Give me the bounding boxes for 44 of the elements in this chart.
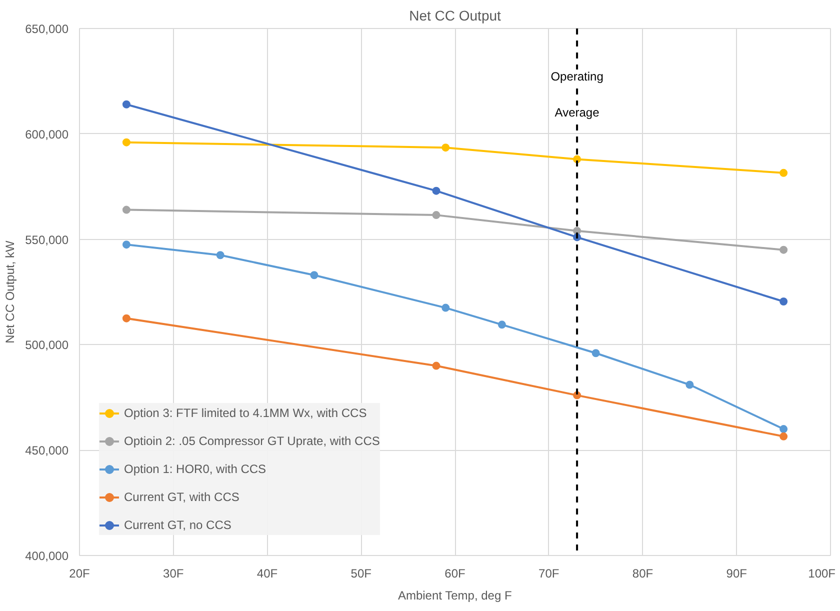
legend-label: Optioin 2: .05 Compressor GT Uprate, with CCS	[124, 434, 380, 448]
point	[310, 271, 318, 280]
point	[780, 425, 788, 434]
x-tick-label: 40F	[256, 566, 278, 580]
point	[780, 297, 788, 306]
chart-title: Net CC Output	[409, 8, 502, 24]
y-tick-label: 400,000	[25, 549, 69, 563]
point	[216, 251, 224, 260]
y-tick-label: 450,000	[25, 444, 69, 458]
x-tick-label: 90F	[726, 566, 747, 580]
point	[780, 432, 788, 440]
point	[592, 349, 600, 358]
point	[432, 362, 440, 370]
x-tick-label: 60F	[444, 566, 466, 580]
point	[686, 380, 694, 389]
x-tick-label: 20F	[69, 566, 90, 580]
point	[122, 206, 130, 214]
y-tick-label: 550,000	[25, 232, 69, 247]
point	[442, 144, 450, 152]
x-tick-label: 70F	[538, 566, 560, 580]
point	[122, 240, 130, 249]
legend-label: Option 3: FTF limited to 4.1MM Wx, with CCS	[124, 406, 367, 420]
point	[122, 100, 130, 108]
point	[780, 246, 788, 254]
y-tick-label: 500,000	[25, 338, 69, 352]
x-tick-label: 50F	[350, 566, 372, 580]
legend-label: Current GT, with CCS	[124, 490, 240, 504]
x-tick-label: 100F	[808, 566, 836, 580]
point	[432, 186, 440, 195]
text: Operating Average	[550, 70, 604, 120]
x-tick-label: 30F	[163, 566, 184, 580]
point	[498, 320, 506, 329]
y-tick-label: 650,000	[25, 22, 69, 36]
legend-label: Current GT, no CCS	[124, 518, 232, 532]
point	[432, 211, 440, 220]
x-axis-title: Ambient Temp, deg F	[398, 588, 512, 602]
point	[442, 304, 450, 312]
point	[122, 138, 130, 146]
point	[780, 168, 788, 177]
y-axis-title: Net CC Output, kW	[3, 240, 18, 344]
point	[122, 314, 130, 322]
y-tick-label: 600,000	[25, 127, 69, 142]
x-tick-label: 80F	[632, 566, 654, 580]
legend-label: Option 1: HOR0, with CCS	[124, 462, 266, 476]
